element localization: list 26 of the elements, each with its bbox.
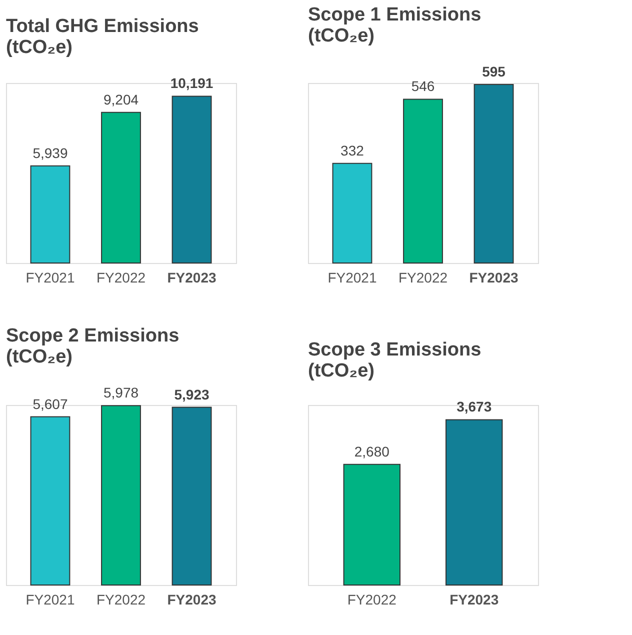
chart-title: Scope 3 Emissions (tCO₂e) (308, 340, 482, 382)
x-tick-label: FY2023 (450, 592, 499, 608)
data-label: 9,204 (103, 91, 139, 108)
data-label: 10,191 (170, 75, 214, 92)
data-label: 5,923 (174, 386, 210, 402)
x-tick-label: FY2022 (347, 592, 397, 608)
data-label: 332 (340, 142, 364, 158)
x-tick-label: FY2022 (96, 592, 146, 608)
x-tick-label: FY2021 (26, 592, 75, 608)
x-tick-label: FY2022 (398, 270, 448, 286)
x-tick-label: FY2023 (469, 270, 518, 286)
data-label: 2,680 (354, 443, 390, 460)
chart-title: Scope 1 Emissions (tCO₂e) (308, 4, 482, 46)
data-label: 5,978 (103, 384, 139, 401)
x-tick-label: FY2021 (328, 270, 377, 286)
data-label: 5,939 (32, 144, 68, 161)
x-tick-label: FY2021 (26, 270, 75, 286)
chart-title: Scope 2 Emissions (tCO₂e) (6, 326, 180, 368)
data-label: 5,607 (32, 396, 68, 412)
x-tick-label: FY2023 (167, 270, 216, 286)
x-tick-label: FY2023 (167, 592, 216, 608)
chart-title: Total GHG Emissions (tCO₂e) (6, 16, 199, 58)
data-label: 595 (482, 64, 506, 80)
x-tick-label: FY2022 (96, 270, 146, 286)
data-label: 546 (411, 78, 435, 94)
data-label: 3,673 (456, 398, 492, 415)
